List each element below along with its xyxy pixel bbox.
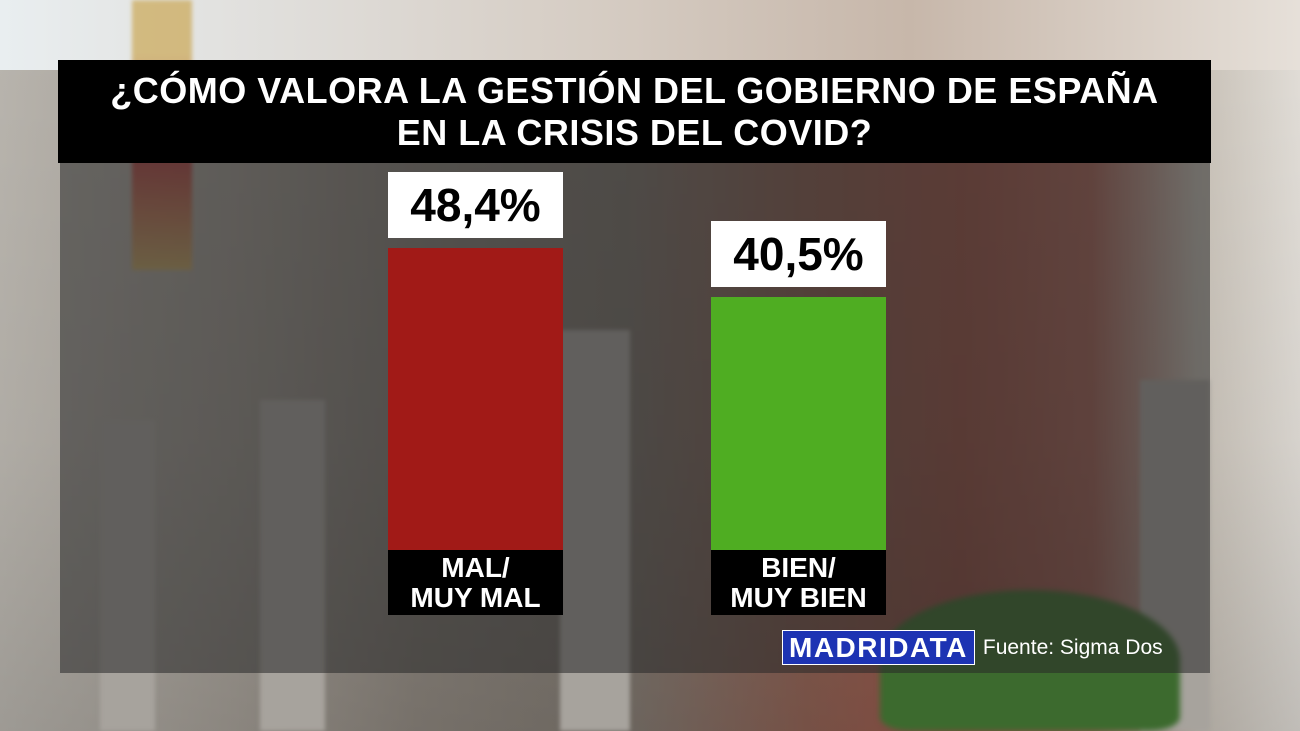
category-label-line: MUY MAL — [410, 581, 541, 613]
category-label-line: BIEN/ — [761, 551, 836, 583]
data-label-2: 40,5% — [711, 221, 886, 287]
chart-panel — [60, 163, 1210, 673]
bar-1 — [388, 248, 563, 550]
brand-logo: MADRIDATA — [782, 630, 975, 665]
footer: MADRIDATA Fuente: Sigma Dos — [782, 630, 1163, 665]
background-sky — [0, 0, 1300, 70]
data-label-1: 48,4% — [388, 172, 563, 238]
category-label-2: BIEN/MUY BIEN — [711, 550, 886, 615]
chart-title: ¿CÓMO VALORA LA GESTIÓN DEL GOBIERNO DE … — [58, 60, 1211, 163]
category-label-line: MAL/ — [441, 551, 510, 583]
bar-2 — [711, 297, 886, 550]
category-label-1: MAL/MUY MAL — [388, 550, 563, 615]
source-text: Fuente: Sigma Dos — [982, 635, 1163, 659]
title-line-2: EN LA CRISIS DEL COVID? — [396, 111, 873, 153]
title-line-1: ¿CÓMO VALORA LA GESTIÓN DEL GOBIERNO DE … — [110, 69, 1159, 111]
category-label-line: MUY BIEN — [730, 581, 867, 613]
